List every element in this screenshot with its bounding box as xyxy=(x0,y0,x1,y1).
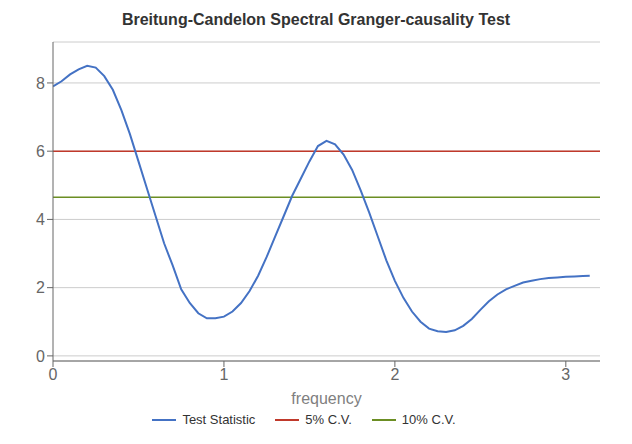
svg-text:1: 1 xyxy=(219,366,228,383)
svg-text:4: 4 xyxy=(36,211,45,228)
svg-text:0: 0 xyxy=(36,348,45,365)
html-text:5% C.V.: 5% C.V. xyxy=(305,412,352,427)
svg-text:6: 6 xyxy=(36,143,45,160)
svg-text:2: 2 xyxy=(36,279,45,296)
svg-text:2: 2 xyxy=(390,366,399,383)
html-text:Breitung-Candelon Spectral Gra: Breitung-Candelon Spectral Granger-causa… xyxy=(121,11,511,28)
html-text:Test Statistic: Test Statistic xyxy=(182,412,256,427)
svg-text:0: 0 xyxy=(49,366,58,383)
svg-text:3: 3 xyxy=(561,366,570,383)
svg-text:8: 8 xyxy=(36,75,45,92)
html-text:10% C.V.: 10% C.V. xyxy=(401,412,456,427)
svg-text:frequency: frequency xyxy=(291,390,361,407)
